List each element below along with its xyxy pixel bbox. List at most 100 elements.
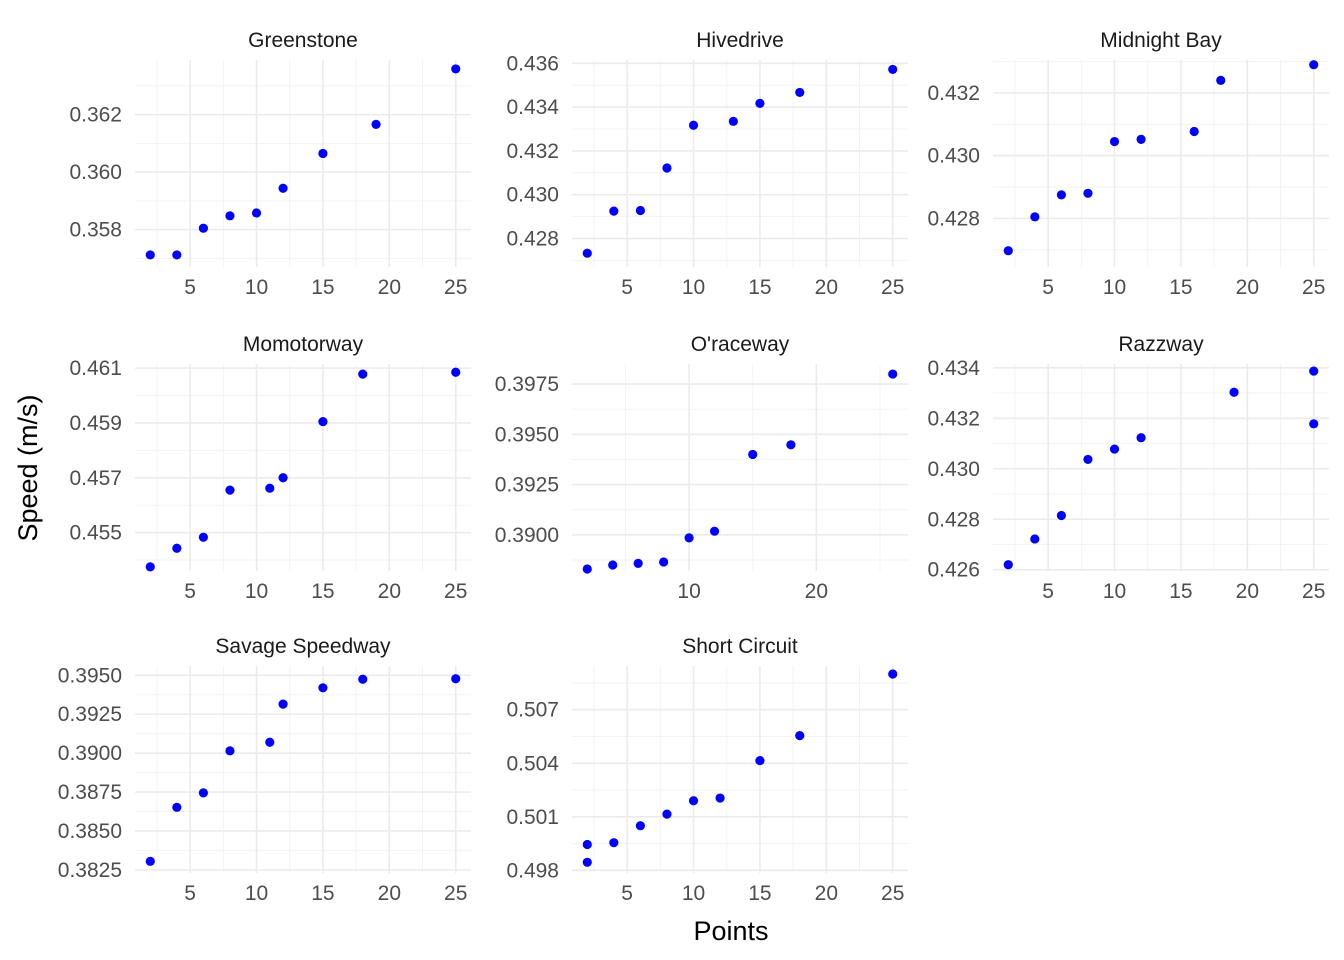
- y-tick-label: 0.432: [927, 82, 980, 105]
- data-point: [1003, 560, 1013, 570]
- x-tick-label: 20: [815, 882, 838, 905]
- data-point: [786, 440, 796, 450]
- data-point: [145, 250, 155, 260]
- data-point: [662, 809, 672, 819]
- x-tick-label: 10: [677, 580, 700, 603]
- data-point: [358, 674, 368, 684]
- y-tick-label: 0.430: [927, 458, 980, 481]
- data-point: [318, 416, 328, 427]
- x-tick-label: 15: [311, 580, 334, 603]
- x-tick-label: 25: [1302, 580, 1325, 603]
- x-tick-label: 15: [748, 882, 771, 905]
- data-point: [659, 557, 669, 567]
- panel-title: O'raceway: [691, 333, 790, 356]
- data-point: [609, 838, 619, 848]
- data-point: [265, 737, 275, 747]
- data-point: [145, 562, 155, 572]
- panel-title: Hivedrive: [696, 29, 784, 52]
- y-tick-label: 0.432: [506, 140, 559, 163]
- panel-greenstone: 5 10 15 20 25 0.358 0.360 0.362 Greenstone: [69, 29, 471, 299]
- x-tick-label: 20: [378, 580, 401, 603]
- data-point: [1309, 419, 1319, 429]
- y-axis-title: Speed (m/s): [13, 394, 43, 541]
- y-tick-label: 0.358: [69, 219, 122, 242]
- x-tick-label: 25: [881, 276, 904, 299]
- x-tick-label: 5: [1042, 276, 1054, 299]
- x-tick-label: 25: [444, 276, 467, 299]
- y-tick-label: 0.3925: [58, 703, 122, 726]
- data-point: [1003, 246, 1013, 256]
- panel-title: Razzway: [1118, 333, 1204, 356]
- x-tick-label: 25: [444, 580, 467, 603]
- data-point: [1136, 134, 1146, 144]
- x-tick-label: 5: [184, 882, 196, 905]
- panel-short-circuit: 5 10 15 20 25 0.498 0.501 0.504 0.507 Short Circu…: [506, 635, 908, 905]
- data-point: [633, 558, 643, 568]
- x-tick-label: 10: [245, 276, 268, 299]
- data-point: [582, 248, 592, 258]
- panel-hivedrive: 5 10 15 20 25 0.428 0.430 0.432 0.434 0.436 Hivedr…: [506, 29, 908, 299]
- x-tick-label: 20: [378, 882, 401, 905]
- x-tick-label: 5: [621, 276, 633, 299]
- y-tick-label: 0.432: [927, 407, 980, 430]
- data-point: [451, 367, 461, 377]
- y-tick-label: 0.3825: [58, 859, 122, 882]
- data-point: [1030, 212, 1040, 222]
- data-point: [225, 211, 235, 221]
- x-tick-label: 5: [621, 882, 633, 905]
- x-tick-label: 10: [682, 276, 705, 299]
- data-point: [635, 821, 645, 831]
- panel-o-raceway: 10 20 0.3900 0.3925 0.3950 0.3975 O'raceway: [495, 333, 908, 603]
- x-tick-label: 20: [1236, 580, 1259, 603]
- y-tick-label: 0.428: [927, 207, 980, 230]
- data-point: [251, 208, 262, 218]
- y-tick-label: 0.3975: [495, 373, 559, 396]
- x-tick-label: 15: [1169, 580, 1192, 603]
- x-tick-label: 15: [1169, 276, 1192, 299]
- data-point: [635, 205, 645, 216]
- data-point: [748, 449, 758, 460]
- panel-title: Midnight Bay: [1100, 29, 1222, 52]
- data-point: [1136, 433, 1146, 443]
- x-tick-label: 5: [184, 580, 196, 603]
- data-point: [888, 64, 898, 75]
- data-point: [278, 699, 288, 709]
- panel-title: Short Circuit: [682, 635, 798, 658]
- x-tick-label: 20: [378, 276, 401, 299]
- y-tick-label: 0.3950: [495, 423, 559, 446]
- y-tick-label: 0.3925: [495, 474, 559, 497]
- y-tick-label: 0.3850: [58, 820, 122, 843]
- x-tick-label: 25: [444, 882, 467, 905]
- y-tick-label: 0.362: [69, 104, 122, 127]
- y-tick-label: 0.455: [69, 522, 122, 545]
- y-tick-label: 0.504: [506, 752, 559, 775]
- y-tick-label: 0.3900: [58, 742, 122, 765]
- y-tick-label: 0.428: [506, 228, 559, 251]
- data-point: [1216, 75, 1226, 85]
- x-tick-label: 10: [245, 882, 268, 905]
- x-tick-label: 10: [1103, 580, 1126, 603]
- data-point: [265, 483, 275, 493]
- data-point: [662, 163, 672, 173]
- data-point: [198, 223, 208, 233]
- data-point: [795, 87, 805, 98]
- y-tick-label: 0.436: [506, 52, 559, 75]
- data-point: [1083, 454, 1093, 465]
- data-point: [278, 183, 288, 193]
- x-tick-label: 20: [1236, 276, 1259, 299]
- x-tick-label: 15: [748, 276, 771, 299]
- data-point: [1309, 60, 1319, 70]
- x-tick-label: 20: [815, 276, 838, 299]
- y-tick-label: 0.3900: [495, 524, 559, 547]
- x-tick-label: 10: [1103, 276, 1126, 299]
- data-point: [1056, 190, 1066, 200]
- data-point: [1189, 126, 1199, 137]
- data-point: [371, 119, 381, 129]
- panel-title: Greenstone: [248, 29, 358, 52]
- x-tick-label: 25: [881, 882, 904, 905]
- data-point: [888, 669, 898, 679]
- data-point: [198, 532, 208, 542]
- data-point: [318, 683, 328, 693]
- panel-title: Momotorway: [243, 333, 364, 356]
